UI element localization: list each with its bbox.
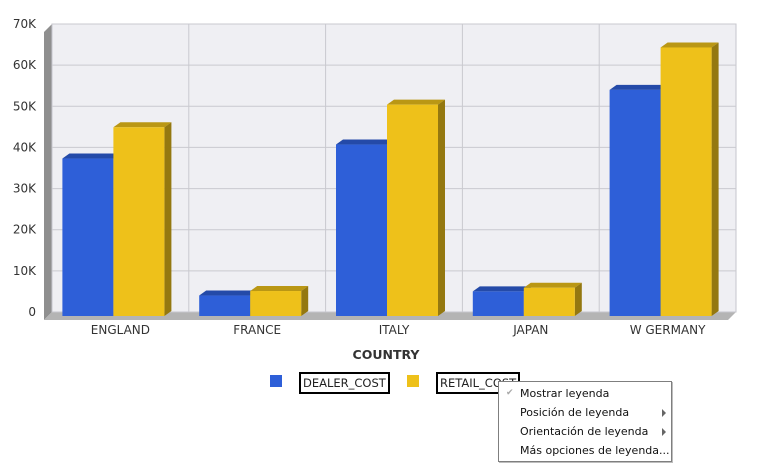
- bar-front-face: [250, 291, 302, 316]
- bar-front-face: [113, 127, 165, 316]
- submenu-arrow-icon: [662, 409, 666, 417]
- y-tick-label: 10K: [13, 264, 37, 278]
- y-tick-label: 20K: [13, 223, 37, 237]
- menu-item-label: Mostrar leyenda: [520, 387, 610, 400]
- legend-swatch-retail-cost: [407, 375, 419, 387]
- menu-item-more-legend-options[interactable]: Más opciones de leyenda...: [499, 441, 671, 460]
- bar-dealer-cost-w-germany: [609, 84, 668, 316]
- submenu-arrow-icon: [662, 428, 666, 436]
- x-tick-label: W GERMANY: [630, 323, 706, 337]
- menu-item-legend-position[interactable]: Posición de leyenda: [499, 403, 671, 422]
- bar-side-face: [164, 122, 172, 316]
- y-tick-label: 50K: [13, 99, 37, 113]
- bar-retail-cost-france: [250, 286, 309, 316]
- bar-dealer-cost-england: [62, 153, 121, 316]
- bar-top-face: [199, 290, 258, 296]
- bar-retail-cost-japan: [523, 282, 582, 316]
- bar-front-face: [387, 104, 438, 316]
- menu-item-label: Más opciones de leyenda...: [520, 444, 670, 457]
- bar-front-face: [62, 158, 114, 316]
- x-axis-title: COUNTRY: [353, 347, 421, 362]
- bar-top-face: [113, 122, 172, 128]
- x-axis-categories: ENGLAND FRANCE ITALY JAPAN W GERMANY: [91, 323, 706, 337]
- x-tick-label: JAPAN: [512, 323, 548, 337]
- y-tick-label: 30K: [13, 182, 37, 196]
- menu-item-label: Posición de leyenda: [520, 406, 630, 419]
- context-menu: ✔ Mostrar leyenda Posición de leyenda Or…: [498, 381, 672, 462]
- bar-side-face: [711, 42, 719, 317]
- x-tick-label: ENGLAND: [91, 323, 150, 337]
- bar-front-face: [660, 47, 712, 317]
- bar-front-face: [199, 295, 251, 316]
- bar-front-face: [609, 89, 661, 316]
- bar-front-face: [472, 291, 524, 316]
- bar-top-face: [523, 282, 582, 288]
- y-tick-label: 70K: [13, 17, 37, 31]
- bar-top-face: [660, 42, 719, 48]
- check-icon: ✔: [506, 388, 514, 398]
- bar-side-face: [438, 99, 445, 316]
- y-tick-label: 60K: [13, 58, 37, 72]
- menu-item-show-legend[interactable]: ✔ Mostrar leyenda: [499, 384, 671, 403]
- bar-retail-cost-w-germany: [660, 42, 719, 317]
- bar-top-face: [387, 99, 445, 105]
- legend-swatch-dealer-cost: [270, 375, 282, 387]
- x-tick-label: FRANCE: [233, 323, 281, 337]
- bar-retail-cost-england: [113, 122, 172, 316]
- menu-item-label: Orientación de leyenda: [520, 425, 649, 438]
- bar-side-face: [301, 286, 309, 316]
- bar-top-face: [609, 84, 668, 90]
- bar-dealer-cost-france: [199, 290, 258, 316]
- y-tick-label: 40K: [13, 140, 37, 154]
- bars: [62, 42, 719, 317]
- bar-front-face: [523, 287, 575, 316]
- bar-top-face: [62, 153, 121, 159]
- bar-top-face: [250, 286, 309, 292]
- bar-top-face: [472, 286, 531, 292]
- y-tick-label: 0: [28, 305, 36, 319]
- plot-wall-side: [44, 24, 52, 320]
- x-tick-label: ITALY: [379, 323, 410, 337]
- y-axis-ticks: 0 10K 20K 30K 40K 50K 60K 70K: [13, 17, 37, 319]
- menu-item-legend-orientation[interactable]: Orientación de leyenda: [499, 422, 671, 441]
- bar-dealer-cost-japan: [472, 286, 531, 316]
- bar-top-face: [336, 139, 394, 145]
- bar-dealer-cost-italy: [336, 139, 394, 316]
- bar-front-face: [336, 144, 387, 316]
- bar-side-face: [574, 282, 582, 316]
- bar-retail-cost-italy: [387, 99, 445, 316]
- legend-label-dealer-cost[interactable]: DEALER_COST: [299, 372, 390, 394]
